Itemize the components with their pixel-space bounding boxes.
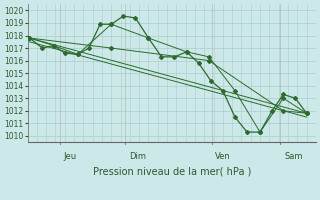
Text: Pression niveau de la mer( hPa ): Pression niveau de la mer( hPa ) [92,167,251,177]
Text: Dim: Dim [129,152,146,161]
Text: Sam: Sam [284,152,303,161]
Text: Ven: Ven [215,152,231,161]
Text: Jeu: Jeu [64,152,77,161]
